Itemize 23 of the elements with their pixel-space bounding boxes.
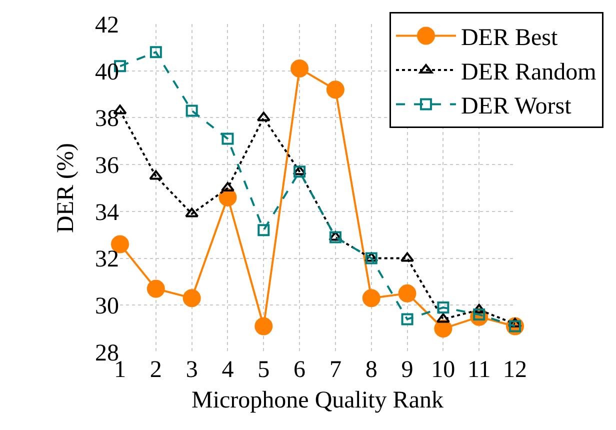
y-tick-label: 36	[95, 152, 119, 179]
y-tick-label: 42	[95, 12, 119, 38]
x-axis-title: Microphone Quality Rank	[192, 387, 444, 414]
x-tick-label: 2	[150, 357, 162, 383]
y-tick-label: 34	[95, 200, 119, 226]
x-tick-label: 10	[431, 357, 456, 383]
y-tick-label: 38	[95, 106, 119, 132]
x-tick-label: 4	[222, 357, 234, 383]
x-tick-label: 9	[401, 357, 414, 383]
y-tick-label: 32	[95, 246, 119, 273]
x-tick-label: 8	[365, 357, 378, 383]
x-tick-label: 3	[186, 357, 198, 383]
legend-label: DER Best	[460, 25, 558, 52]
x-tick-label: 6	[294, 357, 306, 383]
x-tick-label: 12	[503, 357, 527, 383]
y-tick-label: 30	[95, 294, 119, 320]
x-tick-label: 5	[258, 357, 270, 383]
x-tick-label: 7	[329, 357, 342, 383]
legend-label: DER Random	[460, 59, 597, 86]
legend-label: DER Worst	[460, 94, 572, 120]
y-tick-label: 40	[95, 59, 119, 86]
y-axis-title: DER (%)	[53, 143, 80, 233]
x-tick-label: 11	[468, 357, 491, 383]
